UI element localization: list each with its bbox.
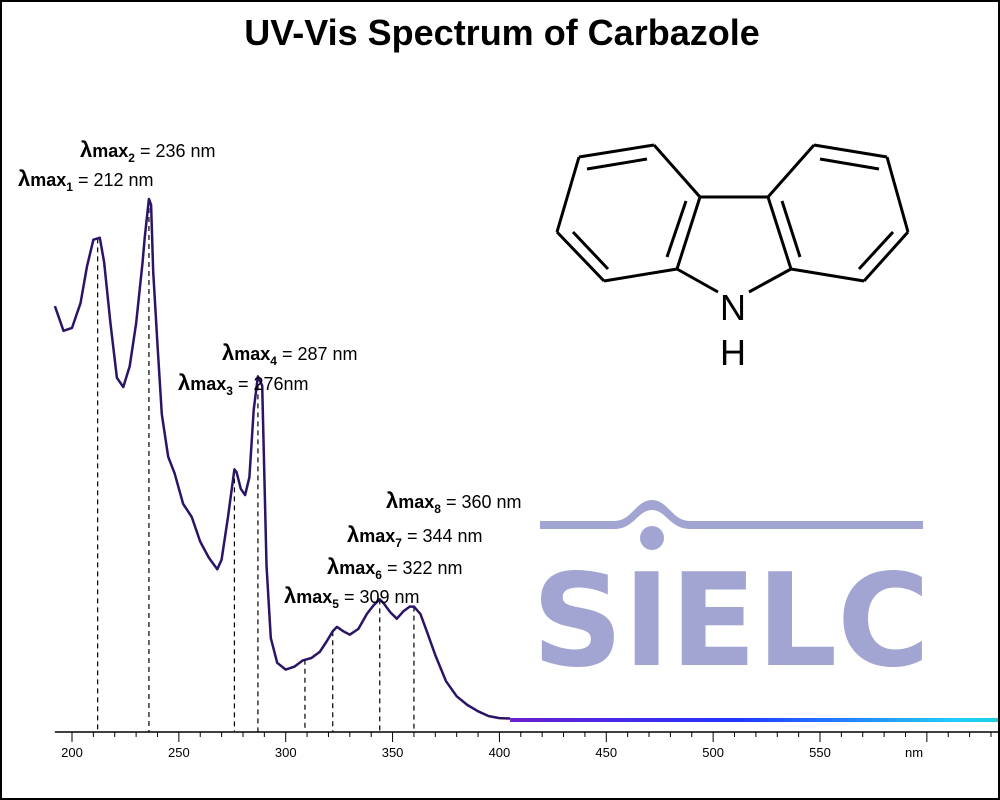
bond	[676, 267, 719, 294]
bond	[555, 230, 606, 283]
carbazole-structure	[555, 143, 910, 294]
peak-label: λmax3 = 276nm	[178, 370, 309, 398]
x-axis: 200 250 300 350 400 450 500 550 nm	[54, 731, 998, 760]
peak-label: λmax7 = 344 nm	[347, 522, 483, 550]
x-tick-label: 550	[809, 745, 831, 760]
peak-label: λmax1 = 212 nm	[18, 166, 154, 194]
bond	[555, 156, 581, 233]
x-tick-label: 500	[702, 745, 724, 760]
double-bond	[571, 230, 610, 271]
peak-label: λmax6 = 322 nm	[327, 554, 463, 582]
bond	[675, 196, 702, 270]
chart-title: UV-Vis Spectrum of Carbazole	[244, 12, 760, 53]
double-bond	[857, 230, 895, 271]
x-axis-unit: nm	[905, 745, 923, 760]
bond	[652, 144, 702, 198]
bond	[766, 196, 793, 270]
spectrum-line-visible	[510, 718, 998, 722]
double-bond	[780, 200, 802, 258]
bond	[790, 267, 865, 283]
x-tick-label: 250	[168, 745, 190, 760]
spectrum-curve	[53, 197, 998, 722]
atom-h: H	[720, 332, 746, 373]
double-bond	[665, 200, 688, 258]
bond	[813, 143, 888, 159]
bond	[885, 156, 910, 233]
peak-label: λmax4 = 287 nm	[222, 340, 358, 368]
x-tick-label: 400	[489, 745, 511, 760]
peak-label: λmax5 = 309 nm	[284, 583, 420, 611]
bond	[748, 267, 792, 294]
sielc-logo-text: SIELC	[532, 547, 930, 696]
bond	[766, 144, 816, 198]
double-bond	[586, 157, 648, 171]
peak-label: λmax2 = 236 nm	[80, 137, 216, 165]
x-tick-label: 450	[595, 745, 617, 760]
x-tick-label: 200	[61, 745, 83, 760]
double-bond	[819, 157, 880, 171]
bond	[603, 267, 678, 283]
bond	[578, 143, 655, 159]
sielc-logo: SIELC	[532, 500, 930, 696]
x-tick-label: 350	[382, 745, 404, 760]
peak-drop-lines	[97, 199, 415, 732]
spectrum-line-uv	[53, 197, 511, 720]
atom-n: N	[720, 287, 746, 328]
bond	[862, 230, 910, 283]
x-tick-label: 300	[275, 745, 297, 760]
peak-label: λmax8 = 360 nm	[386, 488, 522, 516]
